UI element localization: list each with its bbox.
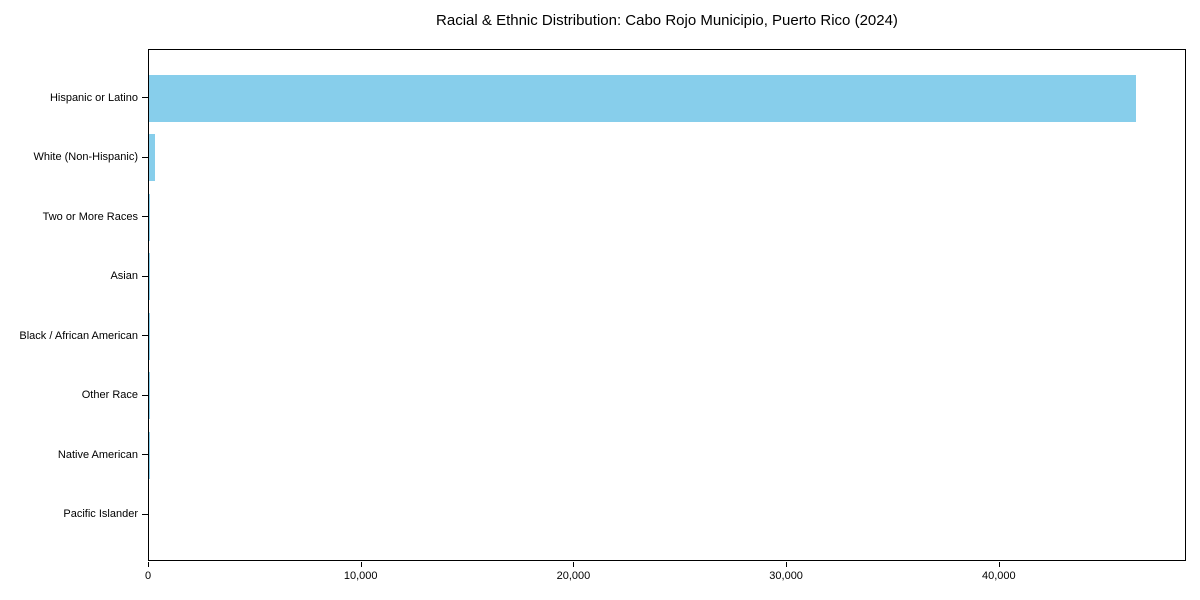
bar-two-or-more-races — [149, 193, 150, 241]
x-tick-mark — [148, 562, 149, 567]
y-tick-label: Black / African American — [19, 329, 138, 342]
y-tick-mark — [142, 335, 148, 336]
y-tick-mark — [142, 513, 148, 515]
plot-area — [148, 49, 1186, 561]
y-tick-mark — [142, 394, 148, 396]
y-tick-mark — [142, 454, 148, 455]
x-tick-label: 20,000 — [556, 570, 591, 582]
y-tick-label: Pacific Islander — [63, 508, 138, 520]
y-tick-mark — [142, 275, 148, 277]
y-tick-mark — [142, 156, 148, 158]
y-tick-label: White (Non-Hispanic) — [33, 151, 138, 163]
y-tick-label: Other Race — [81, 389, 138, 401]
y-tick-label: Asian — [110, 270, 138, 282]
bar-white-non-hispanic — [149, 134, 155, 181]
bar-asian — [149, 253, 150, 300]
y-tick-label: Two or More Races — [42, 210, 138, 223]
chart-title: Racial & Ethnic Distribution: Cabo Rojo … — [436, 12, 898, 29]
y-tick-mark — [142, 97, 148, 98]
x-tick-label: 40,000 — [981, 570, 1016, 582]
x-tick-mark — [573, 562, 575, 567]
x-tick-mark — [998, 562, 1000, 567]
x-tick-label: 30,000 — [769, 570, 803, 582]
x-tick-mark — [786, 562, 788, 567]
x-tick-label: 10,000 — [343, 570, 378, 582]
bar-hispanic-or-latino — [149, 74, 1136, 122]
y-tick-label: Hispanic or Latino — [49, 91, 138, 104]
x-tick-label: 0 — [144, 570, 152, 582]
x-tick-mark — [360, 562, 362, 567]
y-tick-mark — [142, 216, 148, 217]
y-tick-label: Native American — [57, 448, 138, 461]
